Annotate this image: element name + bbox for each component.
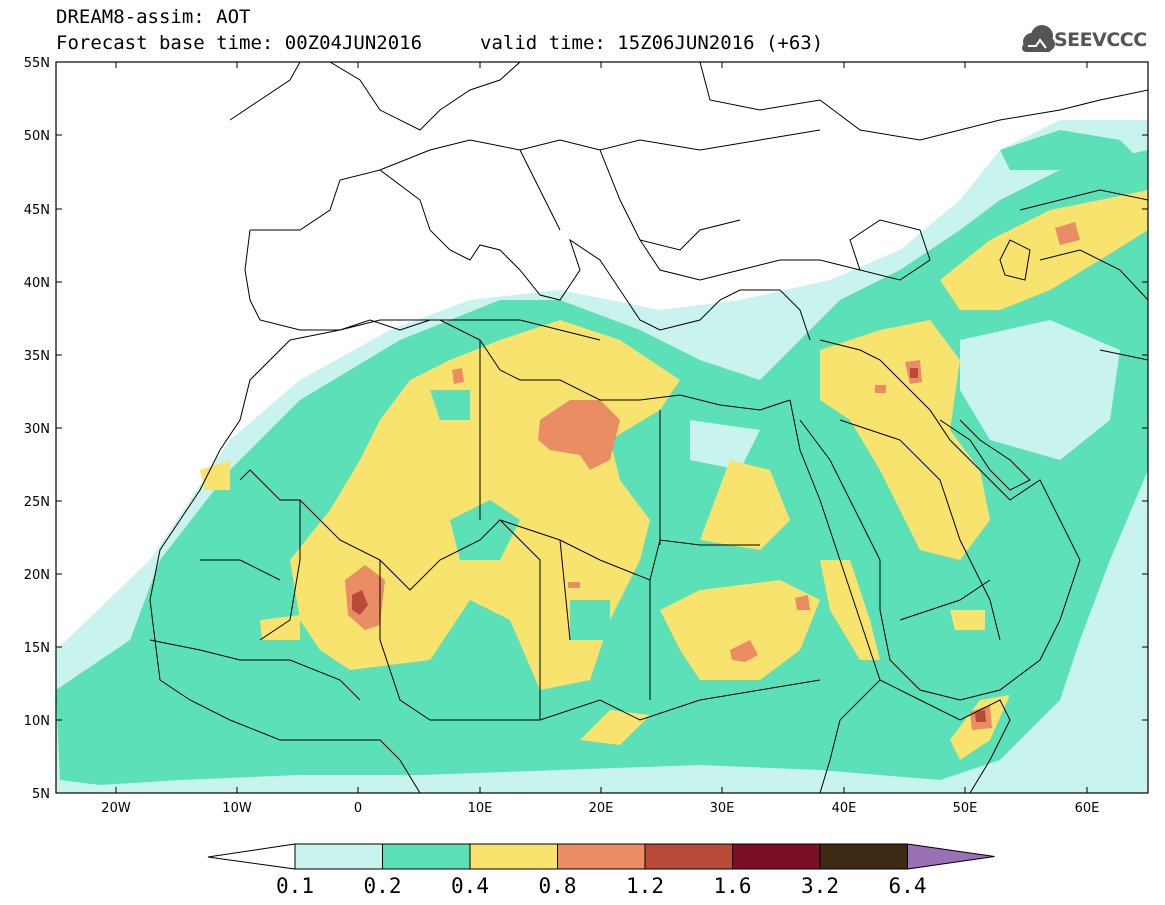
axis-ticks [56,61,1148,793]
lat-label: 15N [24,641,50,656]
colorbar-cell [644,843,733,870]
lat-label: 10N [24,714,50,729]
colorbar-label: 1.6 [714,874,752,898]
map-title: DREAM8-assim: AOT [56,6,251,28]
logo-text: SEEVCCC [1054,29,1147,51]
forecast-base-time: Forecast base time: 00Z04JUN2016 [56,32,423,54]
longitude-labels: 20W 10W 0 10E 20E 30E 40E 50E 60E [101,801,1099,816]
colorbar-label: 1.2 [626,874,664,898]
lat-label: 45N [24,203,50,218]
colorbar-cell [382,843,471,870]
colorbar-cell [557,843,646,870]
lat-label: 20N [24,568,50,583]
coastlines-borders [149,62,1148,793]
valid-time: valid time: 15Z06JUN2016 (+63) [480,32,824,54]
lon-label: 10E [468,801,493,816]
lon-label: 0 [354,801,362,816]
colorbar: 0.1 0.2 0.4 0.8 1.2 1.6 3.2 6.4 [207,843,995,898]
colorbar-label: 0.1 [276,874,314,898]
colorbar-under-arrow [207,843,296,870]
lon-label: 40E [832,801,857,816]
lat-label: 55N [24,56,50,71]
lat-label: 50N [24,129,50,144]
aot-level-1-2 [352,368,986,722]
lon-label: 20W [101,801,131,816]
colorbar-label: 3.2 [801,874,839,898]
lat-label: 25N [24,495,50,510]
aot-level-0-1-holes [690,320,1120,470]
colorbar-cell [819,843,908,870]
colorbar-cell [732,843,821,870]
cloud-icon [1022,25,1055,52]
lat-label: 35N [24,349,50,364]
colorbar-label: 0.2 [364,874,402,898]
colorbar-cell [469,843,558,870]
seevccc-logo [1022,25,1055,52]
lon-label: 50E [953,801,978,816]
latitude-labels: 55N 50N 45N 40N 35N 30N 25N 20N 15N 10N … [24,56,50,802]
lat-label: 30N [24,422,50,437]
colorbar-over-arrow [907,843,995,870]
lat-label: 5N [32,787,50,802]
lon-label: 60E [1075,801,1100,816]
colorbar-label: 0.4 [451,874,489,898]
colorbar-cell [294,843,383,870]
aot-field [56,120,1148,793]
lat-label: 40N [24,276,50,291]
aot-level-0-2-holes [430,390,690,640]
lon-label: 10W [222,801,252,816]
colorbar-label: 6.4 [889,874,927,898]
lon-label: 20E [589,801,614,816]
lon-label: 30E [710,801,735,816]
colorbar-label: 0.8 [539,874,577,898]
